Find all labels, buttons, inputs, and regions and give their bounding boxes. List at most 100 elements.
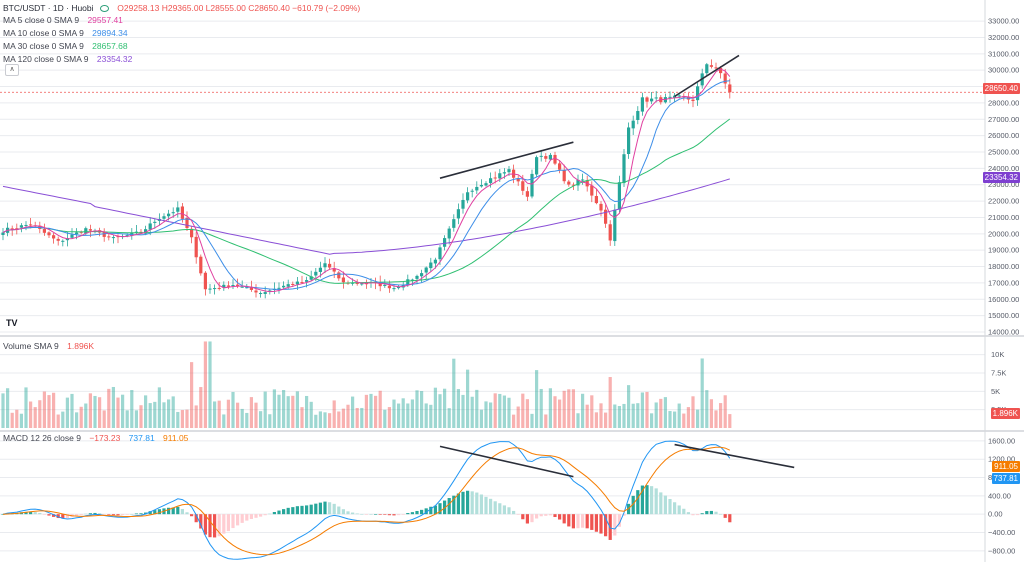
- candle-body: [378, 282, 382, 287]
- volume-bar: [268, 414, 272, 428]
- candle-body: [52, 235, 56, 239]
- price-axis-tick: 27000.00: [988, 115, 1019, 124]
- macd-histogram-bar: [208, 514, 212, 538]
- macd-histogram-bar: [525, 514, 529, 524]
- macd-histogram-bar: [521, 514, 525, 520]
- volume-bar: [604, 412, 608, 428]
- macd-histogram-bar: [429, 506, 433, 515]
- volume-bar: [29, 401, 33, 428]
- collapse-legend-button[interactable]: ∧: [5, 64, 19, 76]
- candle-body: [433, 259, 437, 264]
- candle-body: [295, 281, 299, 285]
- volume-bar: [318, 411, 322, 428]
- macd-legend[interactable]: MACD 12 26 close 9 −173.23 737.81 911.05: [3, 433, 188, 443]
- volume-bar: [659, 398, 663, 428]
- ma10-legend[interactable]: MA 10 close 0 SMA 9 29894.34: [3, 28, 128, 38]
- tradingview-logo: TV: [6, 318, 18, 328]
- ma5-legend[interactable]: MA 5 close 0 SMA 9 29557.41: [3, 15, 123, 25]
- volume-bar: [75, 412, 79, 428]
- macd-histogram-bar: [194, 514, 198, 523]
- macd-histogram-bar: [134, 513, 138, 515]
- volume-bar: [668, 411, 672, 428]
- macd-histogram-bar: [636, 490, 640, 515]
- macd-histogram-bar: [38, 512, 42, 515]
- candle-body: [47, 232, 51, 236]
- candle-body: [213, 288, 217, 290]
- volume-bar: [295, 391, 299, 428]
- macd-histogram-bar: [604, 514, 608, 537]
- macd-histogram-bar: [185, 512, 189, 515]
- macd-histogram-bar: [240, 514, 244, 523]
- candle-body: [176, 207, 180, 212]
- volume-bar: [134, 410, 138, 428]
- volume-bar: [585, 404, 589, 428]
- volume-bar: [498, 393, 502, 428]
- candle-body: [144, 229, 148, 234]
- ma10-value: 29894.34: [92, 28, 128, 38]
- symbol-header: BTC/USDT · 1D · Huobi O29258.13 H29365.0…: [3, 3, 360, 13]
- volume-axis-tick: 10K: [991, 350, 1004, 359]
- volume-bar: [374, 395, 378, 428]
- volume-bar: [93, 395, 97, 428]
- volume-bar: [424, 403, 428, 428]
- macd-histogram-bar: [56, 514, 60, 519]
- volume-axis-tick: 7.5K: [991, 369, 1006, 378]
- candle-body: [153, 221, 157, 223]
- volume-tag: 1.896K: [990, 408, 1020, 419]
- candle-body: [286, 284, 290, 287]
- macd-histogram-bar: [502, 505, 506, 515]
- macd-histogram-bar: [677, 505, 681, 515]
- candle-body: [429, 262, 433, 269]
- volume-bar: [144, 395, 148, 428]
- candle-body: [107, 236, 111, 238]
- macd-histogram-bar: [305, 505, 309, 515]
- volume-label: Volume SMA 9: [3, 341, 59, 351]
- volume-bar: [139, 405, 143, 428]
- macd-histogram-bar: [728, 514, 732, 523]
- candle-body: [424, 267, 428, 273]
- volume-bar: [259, 411, 263, 428]
- macd-histogram-bar: [686, 512, 690, 515]
- volume-bar: [525, 399, 529, 428]
- candle-body: [259, 293, 263, 295]
- volume-bar: [640, 392, 644, 428]
- macd-histogram-bar: [374, 514, 378, 515]
- macd-axis-tick: −800.00: [988, 546, 1015, 555]
- price-axis-tick: 24000.00: [988, 164, 1019, 173]
- candle-body: [677, 95, 681, 97]
- volume-bar: [199, 387, 203, 428]
- candle-body: [558, 163, 562, 170]
- macd-histogram-bar: [415, 510, 419, 515]
- ma120-legend[interactable]: MA 120 close 0 SMA 9 23354.32: [3, 54, 132, 64]
- macd-histogram-bar: [659, 492, 663, 515]
- volume-legend[interactable]: Volume SMA 9 1.896K: [3, 341, 94, 351]
- volume-bar: [709, 399, 713, 428]
- eye-icon[interactable]: [99, 5, 109, 13]
- volume-bar: [98, 397, 102, 428]
- macd-histogram-bar: [544, 514, 548, 516]
- macd-histogram-bar: [42, 514, 46, 515]
- volume-bar: [282, 390, 286, 428]
- volume-bar: [56, 414, 60, 428]
- volume-bar: [355, 407, 359, 428]
- ma120-label: MA 120 close 0 SMA 9: [3, 54, 89, 64]
- volume-bar: [286, 396, 290, 428]
- price-axis-tick: 15000.00: [988, 311, 1019, 320]
- volume-bar: [470, 396, 474, 428]
- ma30-legend[interactable]: MA 30 close 0 SMA 9 28657.68: [3, 41, 128, 51]
- price-axis-tick: 17000.00: [988, 278, 1019, 287]
- candle-body: [180, 206, 184, 219]
- volume-bar: [323, 412, 327, 428]
- macd-histogram-bar: [93, 512, 97, 515]
- symbol-label[interactable]: BTC/USDT · 1D · Huobi: [3, 3, 94, 13]
- macd-histogram-bar: [682, 508, 686, 515]
- macd-histogram-bar: [493, 501, 497, 515]
- macd-histogram-bar: [314, 503, 318, 515]
- volume-axis-tick: 5K: [991, 387, 1000, 396]
- macd-histogram-bar: [654, 488, 658, 515]
- macd-histogram-bar: [397, 514, 401, 516]
- volume-bar: [240, 408, 244, 428]
- volume-bar: [332, 400, 336, 428]
- candle-body: [645, 97, 649, 102]
